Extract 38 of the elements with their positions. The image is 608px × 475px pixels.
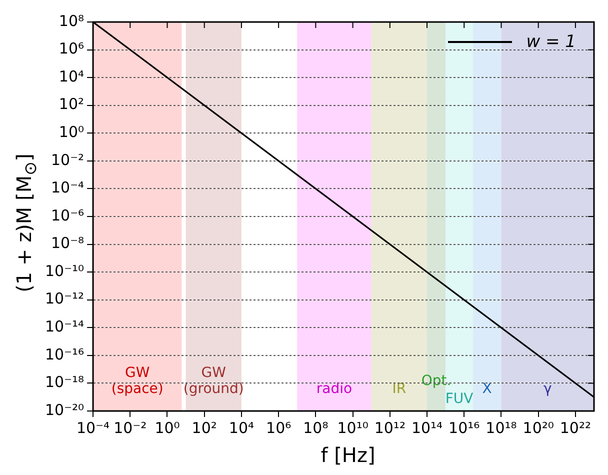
x-axis-title: f [Hz] <box>320 443 376 467</box>
y-tick-label: 10⁶ <box>58 40 84 58</box>
x-tick-label: 10¹⁴ <box>411 418 443 437</box>
band-label: FUV <box>445 391 474 407</box>
x-tick-label: 10¹⁶ <box>448 418 480 437</box>
x-tick-label: 10⁻⁴ <box>76 418 110 437</box>
y-tick-label: 10⁻¹⁰ <box>45 262 84 280</box>
x-tick-label: 10²⁰ <box>522 418 554 437</box>
x-tick-label: 10¹⁰ <box>337 418 368 437</box>
y-tick-label: 10⁻² <box>51 150 84 169</box>
band-label: GW (ground) <box>183 365 244 397</box>
y-tick-label: 10⁻¹² <box>45 290 84 308</box>
y-tick-label: 10⁸ <box>58 12 84 30</box>
y-tick-label: 10⁰ <box>58 123 84 142</box>
y-tick-label: 10⁻⁶ <box>51 206 84 224</box>
x-tick-label: 10²² <box>560 418 592 437</box>
y-tick-label: 10⁻¹⁴ <box>45 318 84 336</box>
band-label: GW (space) <box>111 365 164 397</box>
y-tick-label: 10⁻²⁰ <box>45 400 84 419</box>
y-tick-label: 10⁴ <box>58 67 84 86</box>
legend-label: w = 1 <box>526 32 576 52</box>
x-tick-label: 10⁸ <box>303 418 328 437</box>
x-tick-label: 10⁴ <box>228 418 254 437</box>
x-tick-label: 10¹⁸ <box>486 418 517 437</box>
band-label: X <box>482 381 492 397</box>
x-tick-label: 10¹² <box>374 418 406 437</box>
x-tick-label: 10⁻² <box>114 418 147 437</box>
y-tick-label: 10⁻⁸ <box>51 234 84 252</box>
x-tick-label: 10² <box>192 418 217 437</box>
band-label: γ <box>543 381 552 397</box>
band-label: radio <box>316 381 352 397</box>
x-tick-label: 10⁰ <box>154 418 180 437</box>
x-tick-label: 10⁶ <box>266 418 292 437</box>
y-tick-label: 10⁻¹⁸ <box>45 373 84 392</box>
y-tick-label: 10⁻¹⁶ <box>45 345 84 364</box>
y-tick-label: 10² <box>58 95 84 114</box>
y-tick-label: 10⁻⁴ <box>51 178 84 197</box>
band-label: IR <box>392 381 406 397</box>
